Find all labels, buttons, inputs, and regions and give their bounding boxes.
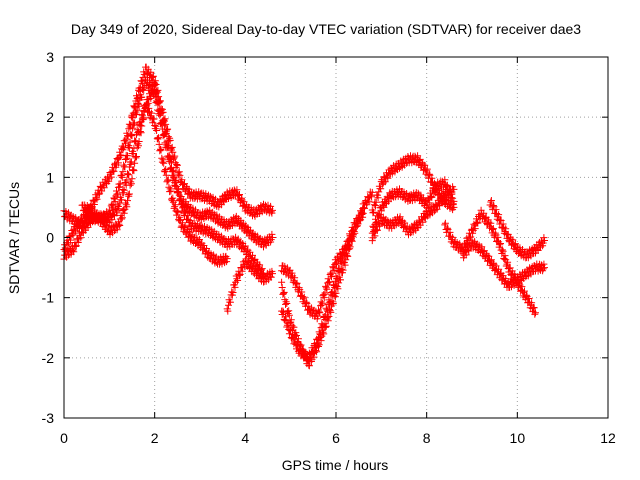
- x-tick-label: 0: [60, 430, 68, 446]
- series-4-points: [78, 81, 267, 279]
- y-tick-label: 1: [46, 169, 54, 185]
- grid: [64, 57, 608, 418]
- x-tick-label: 4: [241, 430, 249, 446]
- x-tick-label: 6: [332, 430, 340, 446]
- y-tick-label: -2: [42, 350, 55, 366]
- series-11-points: [368, 183, 458, 245]
- x-tick-label: 10: [510, 430, 526, 446]
- x-tick-label: 12: [600, 430, 616, 446]
- series-5: [223, 255, 276, 315]
- chart-title: Day 349 of 2020, Sidereal Day-to-day VTE…: [71, 21, 581, 37]
- x-tick-label: 2: [151, 430, 159, 446]
- series-10: [368, 152, 458, 217]
- series-8-points: [278, 227, 358, 364]
- series-10-points: [368, 152, 458, 217]
- series-13: [459, 236, 548, 291]
- series-5-points: [223, 255, 276, 315]
- series-8: [278, 227, 358, 364]
- series-4: [78, 81, 267, 279]
- data-points: [60, 63, 548, 370]
- y-tick-label: 3: [46, 49, 54, 65]
- y-axis-label: SDTVAR / TECUs: [6, 182, 22, 294]
- series-14: [486, 197, 548, 262]
- y-tick-label: 0: [46, 230, 54, 246]
- series-13-points: [459, 236, 548, 291]
- y-tick-label: -1: [42, 290, 55, 306]
- x-tick-label: 8: [423, 430, 431, 446]
- series-3-points: [60, 100, 231, 268]
- y-tick-label: -3: [42, 410, 55, 426]
- y-tick-label: 2: [46, 109, 54, 125]
- series-11: [368, 183, 458, 245]
- series-3: [60, 100, 231, 268]
- x-axis-label: GPS time / hours: [282, 457, 389, 473]
- series-14-points: [486, 197, 548, 262]
